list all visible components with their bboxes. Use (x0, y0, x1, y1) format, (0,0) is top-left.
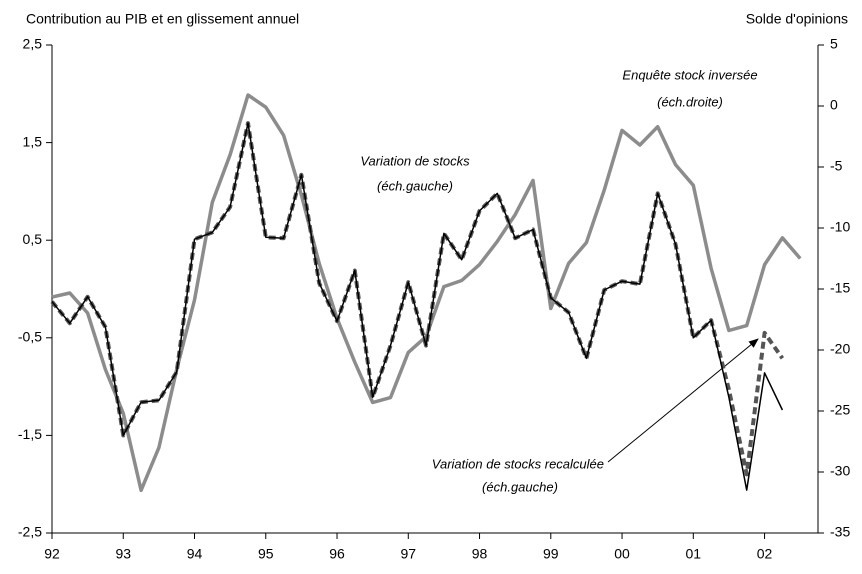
y2-axis-title: Solde d'opinions (746, 11, 848, 27)
y2-tick-label: 5 (830, 36, 838, 52)
annotation-arrow (607, 338, 759, 463)
y-tick-label: 2,5 (23, 36, 43, 52)
x-tick-label: 92 (44, 546, 60, 562)
x-tick-label: 01 (686, 546, 702, 562)
series-line (51, 122, 784, 491)
y2-tick-label: 0 (830, 97, 838, 113)
x-tick-label: 95 (258, 546, 274, 562)
x-tick-label: 96 (329, 546, 345, 562)
annotation: (éch.gauche) (377, 178, 453, 193)
y-tick-label: 1,5 (23, 133, 43, 149)
y2-tick-label: -20 (830, 341, 850, 357)
annotation: (éch.droite) (657, 94, 723, 109)
y-tick-label: 0,5 (23, 231, 43, 247)
annotation: Enquête stock inversée (622, 67, 757, 82)
x-tick-label: 00 (614, 546, 630, 562)
annotation: Variation de stocks (360, 153, 470, 168)
x-tick-label: 98 (472, 546, 488, 562)
y-tick-label: -0,5 (18, 329, 42, 345)
x-tick-label: 02 (757, 546, 773, 562)
y2-tick-label: -30 (830, 463, 850, 479)
y-axis-title: Contribution au PIB et en glissement ann… (26, 11, 299, 27)
y2-tick-label: -25 (830, 402, 850, 418)
x-tick-label: 93 (115, 546, 131, 562)
y2-tick-label: -5 (830, 158, 843, 174)
series-line (50, 121, 785, 477)
y2-tick-label: -10 (830, 219, 850, 235)
x-tick-label: 99 (543, 546, 559, 562)
annotation: Variation de stocks recalculée (432, 456, 604, 471)
y-tick-label: -1,5 (18, 426, 42, 442)
x-tick-label: 97 (400, 546, 416, 562)
y2-tick-label: -15 (830, 280, 850, 296)
y-tick-label: -2,5 (18, 524, 42, 540)
y2-tick-label: -35 (830, 524, 850, 540)
annotation: (éch.gauche) (482, 479, 558, 494)
x-tick-label: 94 (187, 546, 203, 562)
